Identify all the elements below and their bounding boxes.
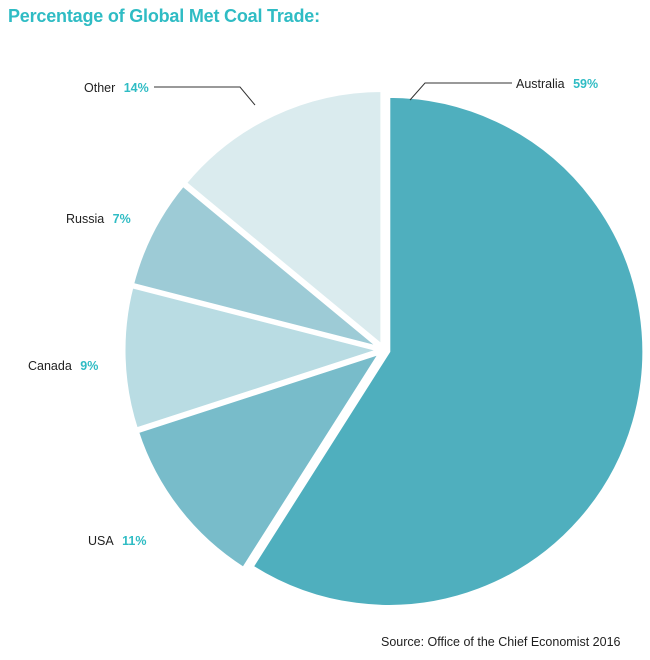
chart-title: Percentage of Global Met Coal Trade: [8, 6, 320, 26]
label-usa-name: USA [88, 534, 114, 548]
label-canada-value: 9% [80, 359, 98, 373]
label-other: Other 14% [84, 79, 149, 96]
label-australia: Australia 59% [516, 75, 598, 92]
slice-russia [130, 183, 381, 350]
label-usa-value: 11% [122, 534, 146, 548]
label-russia-name: Russia [66, 212, 104, 226]
slice-other [183, 88, 384, 349]
leader-lines [154, 82, 512, 106]
label-australia-name: Australia [516, 77, 565, 91]
pie-slices [122, 88, 646, 608]
source-note: Source: Office of the Chief Economist 20… [381, 635, 621, 649]
slice-canada [122, 284, 385, 431]
slice-australia [250, 94, 646, 608]
label-other-name: Other [84, 81, 115, 95]
label-canada: Canada 9% [28, 357, 98, 374]
label-russia-value: 7% [113, 212, 131, 226]
label-russia: Russia 7% [66, 210, 131, 227]
label-usa: USA 11% [88, 532, 147, 549]
label-australia-value: 59% [573, 77, 598, 91]
leader-line-other [154, 86, 256, 106]
label-canada-name: Canada [28, 359, 72, 373]
leader-line-australia [409, 82, 512, 101]
slice-usa [135, 350, 384, 571]
label-other-value: 14% [124, 81, 149, 95]
